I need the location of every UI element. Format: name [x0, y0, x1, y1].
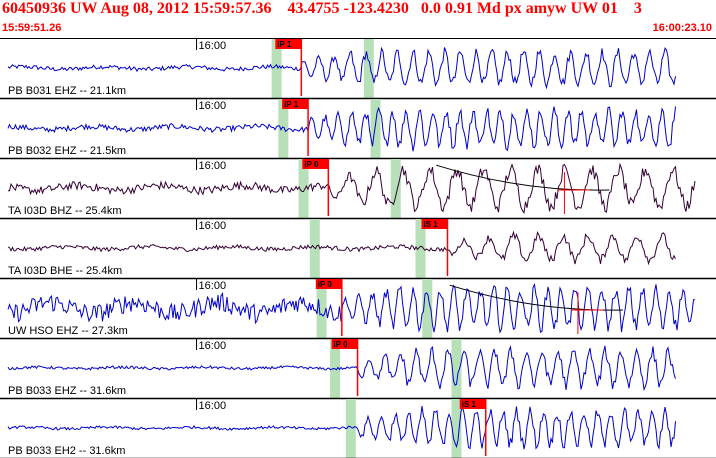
event-title: 60450936 UW Aug 08, 2012 15:59:57.36 43.…: [2, 0, 642, 17]
station-label: PB B033 EH2 -- 31.6km: [8, 445, 125, 457]
pick-flag: [459, 399, 486, 409]
event-header: 60450936 UW Aug 08, 2012 15:59:57.36 43.…: [0, 0, 716, 38]
station-label: PB B031 EHZ -- 21.1km: [8, 85, 126, 97]
minute-tick-label: 16:00: [199, 400, 227, 412]
seismogram-panel: 16:00 iP 1 PB B031 EHZ -- 21.1km 16:00 iP 1 P…: [0, 38, 716, 458]
station-label: TA I03D BHE -- 25.4km: [8, 265, 122, 277]
trace-row: 16:00 iP 1 PB B031 EHZ -- 21.1km: [0, 39, 716, 100]
pick-flag: [275, 39, 302, 49]
minute-tick-label: 16:00: [199, 280, 227, 292]
window-band: [422, 279, 433, 338]
pick-label: iS 1: [462, 400, 477, 409]
window-band: [451, 399, 462, 458]
start-time-label: 15:59:51.26: [2, 22, 62, 34]
pick-label: iP 1: [284, 100, 299, 109]
window-band: [316, 279, 327, 338]
pick-label: iP 1: [277, 40, 292, 49]
minute-tick-label: 16:00: [199, 40, 227, 52]
end-time-label: 16:00:23.10: [652, 22, 712, 34]
window-band: [451, 339, 462, 398]
pick-label: iP 0: [334, 340, 349, 349]
pick-label: iP 0: [318, 280, 333, 289]
window-band: [271, 39, 282, 98]
waveform: [8, 162, 696, 214]
trace-row: 16:00 iS 1 TA I03D BHE -- 25.4km: [0, 219, 716, 280]
minute-tick-label: 16:00: [199, 160, 227, 172]
pick-flag: [331, 339, 358, 349]
waveform: [7, 405, 676, 450]
waveform: [7, 282, 695, 334]
pick-label: iP 0: [304, 160, 319, 169]
window-band: [415, 219, 426, 278]
window-band: [345, 399, 356, 458]
trace-row: 16:00 iP 0 PB B033 EHZ -- 31.6km: [0, 339, 716, 400]
trace-row: 16:00 iP 0 UW HSO EHZ -- 27.3km: [0, 279, 716, 340]
pick-flag: [302, 159, 329, 169]
pick-label: iS 1: [424, 220, 439, 229]
minute-tick-label: 16:00: [199, 220, 227, 232]
trace-row: 16:00 iS 1 PB B033 EH2 -- 31.6km: [0, 399, 716, 458]
station-label: PB B032 EHZ -- 21.5km: [8, 145, 126, 157]
trace-row: 16:00 iP 1 PB B032 EHZ -- 21.5km: [0, 99, 716, 160]
waveform: [7, 46, 676, 90]
trace-row: 16:00 iP 0 TA I03D BHZ -- 25.4km: [0, 159, 716, 220]
station-label: TA I03D BHZ -- 25.4km: [8, 205, 122, 217]
waveform: [7, 345, 676, 392]
pick-flag: [315, 279, 342, 289]
window-band: [298, 159, 309, 218]
station-label: PB B033 EHZ -- 31.6km: [8, 385, 126, 397]
pick-flag: [282, 99, 309, 109]
minute-tick-label: 16:00: [199, 340, 227, 352]
window-band: [363, 39, 374, 98]
window-band: [278, 99, 289, 158]
waveform: [7, 106, 676, 152]
station-label: UW HSO EHZ -- 27.3km: [8, 325, 128, 337]
minute-tick-label: 16:00: [199, 100, 227, 112]
pick-flag: [421, 219, 448, 229]
window-band: [390, 159, 401, 218]
waveform: [7, 230, 676, 266]
window-band: [370, 99, 381, 158]
